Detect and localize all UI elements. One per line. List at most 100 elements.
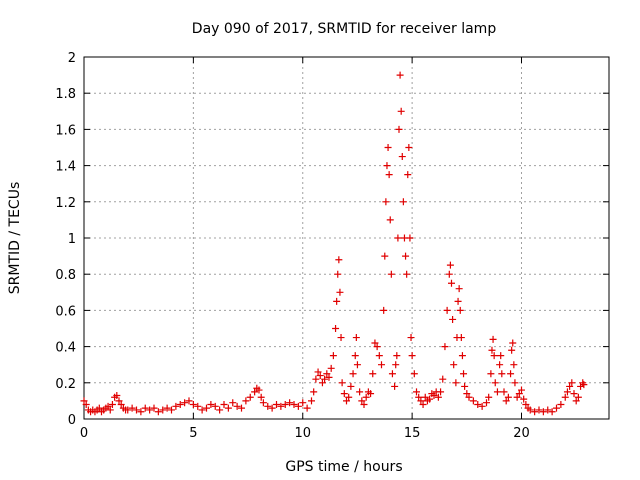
data-point — [415, 393, 423, 401]
data-point — [351, 352, 359, 360]
data-point — [115, 397, 123, 405]
data-point — [133, 406, 140, 414]
data-point — [419, 401, 427, 409]
data-point — [216, 406, 224, 414]
data-point — [338, 379, 346, 387]
data-point — [388, 370, 396, 378]
data-point — [113, 391, 121, 399]
data-point — [455, 285, 463, 293]
y-tick-label: 0.2 — [55, 377, 76, 392]
data-point — [259, 399, 267, 407]
data-point — [570, 390, 578, 398]
data-point — [399, 198, 407, 206]
data-point — [333, 297, 341, 305]
data-point — [124, 406, 132, 414]
data-point — [310, 388, 318, 396]
data-point — [294, 402, 302, 410]
data-point — [146, 406, 154, 414]
data-point — [568, 379, 576, 387]
data-point — [502, 397, 510, 405]
data-point — [290, 401, 298, 409]
data-point — [80, 397, 88, 405]
data-point — [385, 171, 393, 179]
chart-title: Day 090 of 2017, SRMTID for receiver lam… — [192, 21, 497, 37]
data-point — [460, 370, 468, 378]
y-tick-label: 0.6 — [55, 304, 76, 319]
data-point — [404, 171, 412, 179]
data-point — [457, 334, 465, 342]
data-point — [189, 401, 197, 409]
data-point — [82, 401, 90, 409]
data-point — [242, 397, 250, 405]
data-point — [163, 404, 171, 412]
data-point — [334, 270, 342, 278]
data-point — [461, 382, 469, 390]
data-point — [106, 406, 114, 414]
data-point — [497, 352, 505, 360]
data-point — [108, 401, 116, 409]
data-point — [426, 395, 434, 403]
data-point — [198, 406, 206, 414]
data-point — [469, 397, 477, 405]
data-point — [509, 339, 517, 347]
data-point — [478, 402, 486, 410]
data-point — [413, 388, 420, 396]
data-point — [489, 335, 497, 343]
data-point — [397, 107, 405, 115]
data-point — [382, 198, 390, 206]
data-point — [446, 261, 454, 269]
data-point — [203, 404, 210, 412]
data-point — [329, 352, 337, 360]
data-point — [387, 270, 395, 278]
data-point — [220, 401, 228, 409]
data-point — [141, 404, 149, 412]
data-point — [154, 408, 162, 416]
data-point — [277, 402, 285, 410]
data-point — [185, 397, 193, 405]
data-point — [251, 388, 259, 396]
data-point — [572, 397, 580, 405]
y-tick-label: 1.6 — [55, 123, 76, 138]
data-point — [150, 404, 158, 412]
data-point — [580, 381, 588, 389]
data-point — [437, 388, 445, 396]
data-point — [535, 406, 543, 414]
data-point — [314, 368, 322, 376]
data-point — [386, 216, 394, 224]
data-point — [548, 408, 556, 416]
data-point — [561, 393, 569, 401]
data-point — [286, 399, 294, 407]
data-point — [454, 297, 462, 305]
data-point — [325, 373, 333, 381]
data-point — [303, 404, 311, 412]
data-point — [384, 144, 392, 151]
data-point — [483, 399, 490, 407]
data-point — [323, 370, 331, 378]
data-point — [380, 306, 388, 314]
data-point — [337, 334, 345, 342]
data-point — [485, 393, 493, 401]
data-point — [312, 375, 320, 383]
data-point — [336, 288, 344, 296]
data-point — [369, 370, 377, 378]
data-point — [406, 234, 414, 242]
data-point — [526, 406, 534, 414]
data-point — [544, 406, 552, 414]
y-tick-label: 0.4 — [55, 341, 76, 356]
data-point — [500, 388, 508, 396]
data-point — [539, 408, 547, 416]
data-point — [176, 401, 184, 409]
y-tick-label: 1 — [68, 232, 76, 247]
data-point — [211, 402, 219, 410]
axis-ticks: 0 5 10 15 20 0 0.2 0.4 0.6 0.8 1 1.2 1.4 1.6 1.8 2 — [55, 51, 609, 441]
data-point — [398, 153, 406, 161]
data-point — [395, 125, 403, 133]
data-point — [207, 401, 215, 409]
data-point — [410, 370, 418, 378]
data-point — [356, 388, 364, 396]
data-point — [417, 397, 425, 405]
data-point — [308, 397, 315, 405]
data-point — [128, 404, 136, 412]
data-point — [137, 408, 145, 416]
data-point — [273, 401, 280, 409]
